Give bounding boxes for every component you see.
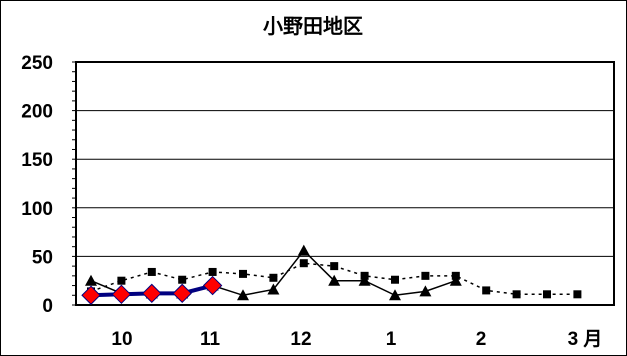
series-1-square-point xyxy=(147,267,156,276)
x-tick-label: 3 月 xyxy=(568,329,603,350)
series-1-square-point xyxy=(573,290,582,299)
series-3-diamond-point xyxy=(202,275,223,296)
series-3-diamond-point xyxy=(172,283,192,304)
series-2-triangle-point xyxy=(389,289,401,301)
y-tick-label: 250 xyxy=(21,53,53,74)
x-tick-label: 10 xyxy=(111,329,132,350)
y-tick-label: 50 xyxy=(32,247,53,268)
series-1-square-point xyxy=(178,275,187,284)
series-1-line xyxy=(90,262,578,296)
series-2-triangle-point xyxy=(358,274,371,286)
series-2-triangle-point xyxy=(237,289,249,301)
series-2-triangle-point xyxy=(419,285,432,297)
series-3-diamond-point xyxy=(142,283,162,304)
y-tick-label: 150 xyxy=(21,150,53,171)
x-tick-label: 1 xyxy=(386,329,397,350)
series-1-square-point xyxy=(512,290,521,299)
series-1-square-point xyxy=(239,269,247,278)
chart-title: 小野田地区 xyxy=(263,15,363,38)
series-2-triangle-point xyxy=(328,274,341,286)
x-tick-label: 11 xyxy=(200,329,221,350)
y-tick-label: 0 xyxy=(42,296,53,317)
plot-border xyxy=(75,61,615,306)
series-2-triangle-point xyxy=(449,274,462,286)
series-1-square-point xyxy=(330,262,339,271)
series-2-triangle-point xyxy=(85,274,97,286)
x-tick-label: 12 xyxy=(290,329,311,350)
series-1-square-point xyxy=(421,271,430,280)
series-2-triangle-point xyxy=(297,244,310,256)
series-3-diamond-point xyxy=(111,284,132,305)
series-1-square-point xyxy=(299,259,308,268)
series-3-diamond-point xyxy=(81,285,101,305)
x-tick-label: 2 xyxy=(476,329,487,350)
series-1-square-point xyxy=(117,276,126,285)
series-1-square-point xyxy=(482,286,491,295)
series-2-triangle-point xyxy=(267,283,280,295)
series-1-square-point xyxy=(543,290,551,299)
y-tick-label: 200 xyxy=(21,102,53,123)
y-tick-label: 100 xyxy=(21,199,53,220)
series-1-square-point xyxy=(269,273,278,282)
series-1-square-point xyxy=(208,267,217,276)
series-1-square-point xyxy=(391,275,399,284)
